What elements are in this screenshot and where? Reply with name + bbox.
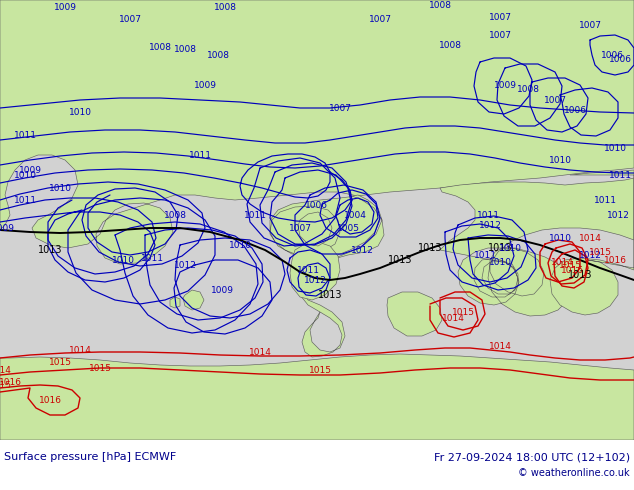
Text: © weatheronline.co.uk: © weatheronline.co.uk [519,468,630,478]
Text: 1012: 1012 [351,245,373,254]
Text: 1015: 1015 [0,381,11,390]
Text: 1007: 1007 [578,21,602,29]
Text: 1007: 1007 [489,30,512,40]
Text: 1012: 1012 [479,220,501,229]
Text: 1014: 1014 [441,314,465,322]
Text: 1008: 1008 [517,85,540,95]
Text: 1009: 1009 [0,223,15,232]
Polygon shape [387,292,442,336]
Text: 1012: 1012 [607,211,630,220]
Text: 1005: 1005 [337,223,359,232]
Text: 1015: 1015 [559,261,581,270]
Text: 1010: 1010 [112,255,134,265]
Text: 1014: 1014 [68,345,91,354]
Text: 1011: 1011 [243,211,266,220]
Text: 1007: 1007 [368,16,392,24]
Text: 1010: 1010 [548,155,571,165]
Text: 1006: 1006 [600,50,623,59]
Polygon shape [0,354,634,440]
Text: Fr 27-09-2024 18:00 UTC (12+102): Fr 27-09-2024 18:00 UTC (12+102) [434,452,630,462]
Bar [0,0,634,440]
Text: 1011: 1011 [13,196,37,204]
Polygon shape [0,0,634,264]
Text: 1010: 1010 [548,234,571,243]
Text: 1009: 1009 [193,80,216,90]
Text: 1007: 1007 [489,14,512,23]
Text: 1013: 1013 [418,243,443,253]
Text: 1013: 1013 [388,255,412,265]
Text: 1013: 1013 [318,290,342,300]
Bar [0,440,634,490]
Polygon shape [550,170,634,315]
Text: 1008: 1008 [429,0,451,9]
Polygon shape [170,297,180,308]
Text: 1013: 1013 [38,245,62,255]
Text: 1012: 1012 [579,250,602,260]
Text: 1012: 1012 [174,261,197,270]
Text: 1014: 1014 [489,342,512,350]
Text: 1010: 1010 [68,107,91,117]
Text: 1011: 1011 [13,130,37,140]
Text: 1007: 1007 [119,16,141,24]
Text: 1008: 1008 [207,50,230,59]
Polygon shape [440,178,634,316]
Text: 1014: 1014 [550,258,573,267]
Text: 1011: 1011 [188,150,212,160]
Text: 1009: 1009 [18,166,41,174]
Text: 1013: 1013 [568,270,592,280]
Text: 1006: 1006 [564,105,586,115]
Text: 1009: 1009 [210,286,233,294]
Polygon shape [0,0,634,5]
Text: 1010: 1010 [498,244,522,252]
Text: 1016: 1016 [604,255,626,265]
Text: 1009: 1009 [493,80,517,90]
Text: 1011: 1011 [297,266,320,274]
Text: 1013: 1013 [488,243,512,253]
Text: 1016: 1016 [39,395,61,405]
Polygon shape [290,242,340,300]
Text: 1007: 1007 [543,96,567,104]
Text: 1014: 1014 [0,366,11,374]
Text: 1008: 1008 [164,211,186,220]
Text: 1015: 1015 [588,247,612,256]
Text: 1008: 1008 [214,3,236,13]
Text: 1008: 1008 [148,44,172,52]
Polygon shape [298,195,384,357]
Text: 1007: 1007 [288,223,311,232]
Text: 1008: 1008 [439,41,462,49]
Text: 1015: 1015 [309,366,332,374]
Text: 1015: 1015 [451,308,474,317]
Polygon shape [183,290,204,310]
Text: 1010: 1010 [604,144,626,152]
Text: 1004: 1004 [344,211,366,220]
Polygon shape [298,212,332,246]
Text: 1010: 1010 [228,241,252,249]
Text: 1012: 1012 [304,275,327,285]
Text: 1014: 1014 [249,347,271,357]
Text: Surface pressure [hPa] ECMWF: Surface pressure [hPa] ECMWF [4,452,176,462]
Text: 1010: 1010 [13,171,37,179]
Text: 1008: 1008 [174,46,197,54]
Text: 1011: 1011 [474,250,496,260]
Text: 1010: 1010 [489,258,512,267]
Text: 1011: 1011 [477,211,500,220]
Text: 1015: 1015 [89,364,112,372]
Text: 1015: 1015 [48,358,72,367]
Text: 1006: 1006 [609,55,631,65]
Text: 1006: 1006 [304,200,328,210]
Text: 1007: 1007 [328,103,351,113]
Text: 1009: 1009 [53,3,77,13]
Text: 1016: 1016 [560,266,583,274]
Text: 1011: 1011 [609,171,631,179]
Text: 1016: 1016 [0,377,22,387]
Text: 1010: 1010 [48,183,72,193]
Text: 1014: 1014 [579,234,602,243]
Text: 1011: 1011 [141,253,164,263]
Text: 1011: 1011 [593,196,616,204]
